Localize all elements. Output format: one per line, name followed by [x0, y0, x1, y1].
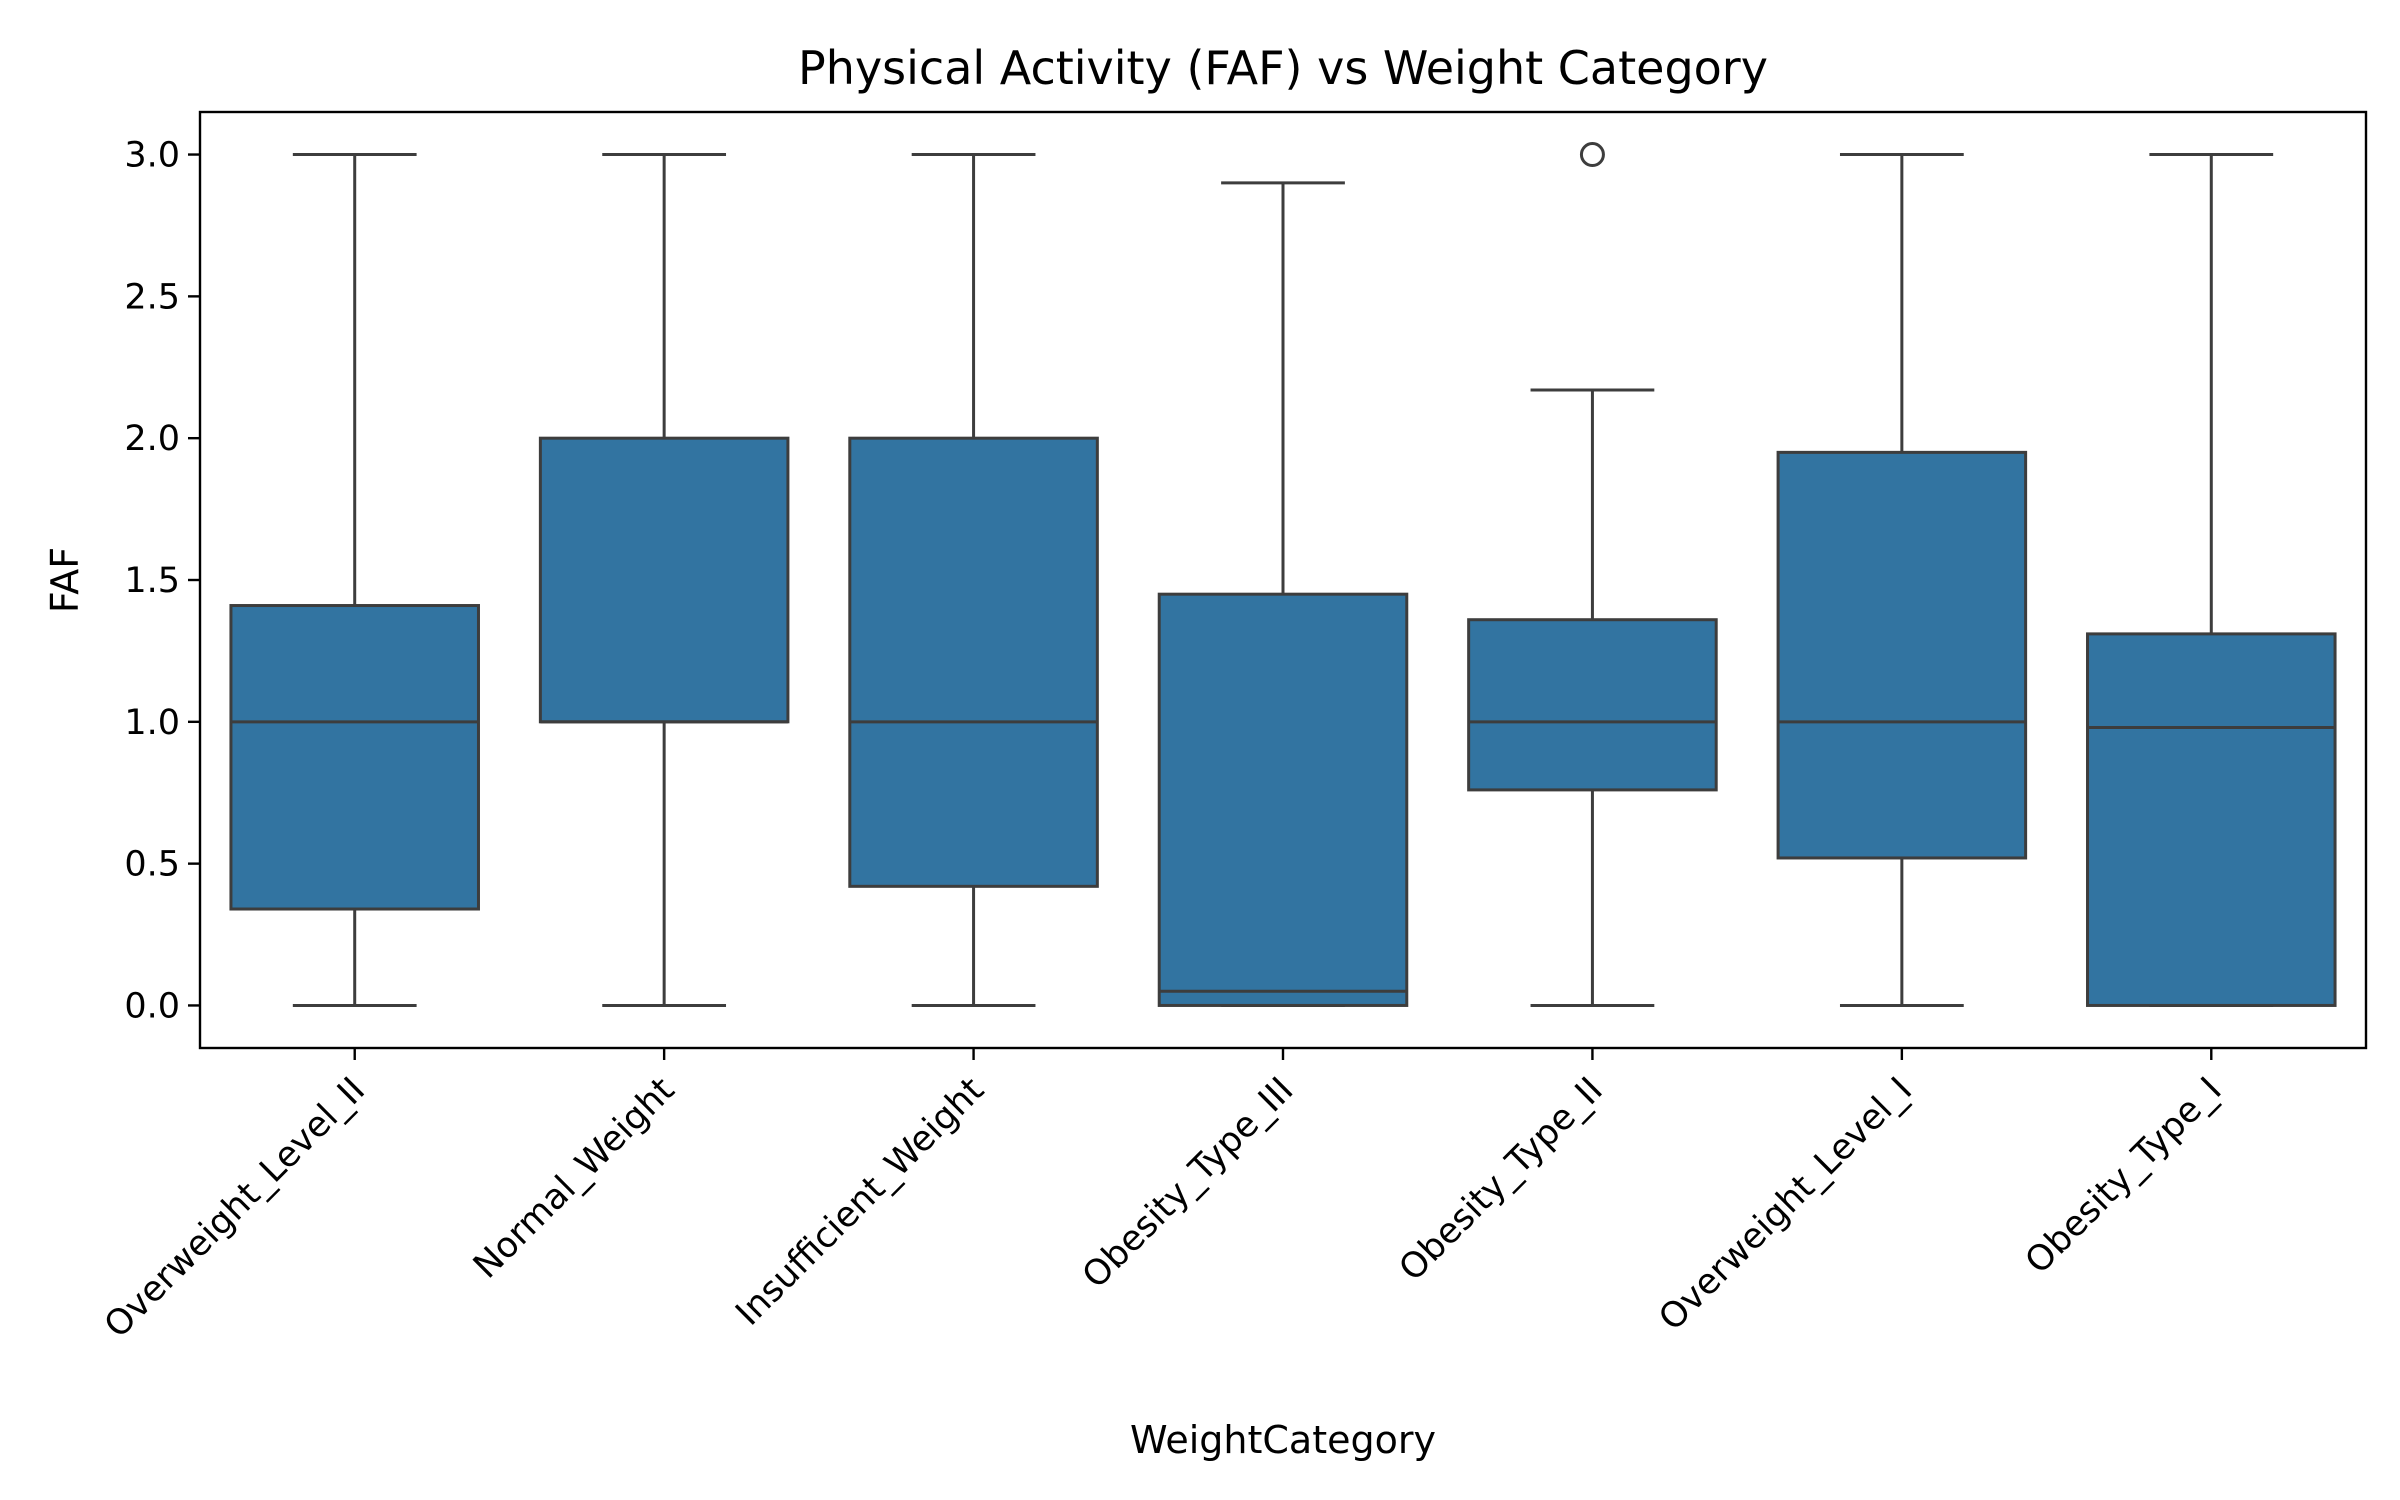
y-tick-label: 1.5: [124, 561, 180, 601]
plot-frame: [198, 110, 2368, 1050]
box-normal-weight: [538, 436, 790, 724]
box-overweight-level-i: [1776, 450, 2028, 860]
y-axis-label: FAF: [43, 547, 87, 613]
y-tick-label: 0.5: [124, 845, 180, 885]
outlier-point: [1579, 142, 1605, 168]
box-obesity-type-i: [2086, 632, 2337, 1007]
y-tick-label: 2.0: [124, 419, 180, 459]
y-tick-label: 3.0: [124, 136, 180, 176]
box-insufficient-weight: [848, 436, 1099, 888]
y-tick-label: 2.5: [124, 277, 180, 317]
chart-title: Physical Activity (FAF) vs Weight Catego…: [798, 41, 1768, 95]
x-axis-label: WeightCategory: [1130, 1418, 1436, 1462]
y-tick-label: 0.0: [124, 986, 180, 1026]
y-tick-label: 1.0: [124, 703, 180, 743]
box-obesity-type-ii: [1467, 618, 1718, 792]
box-overweight-level-ii: [229, 604, 480, 911]
box-obesity-type-iii: [1157, 592, 1409, 1007]
